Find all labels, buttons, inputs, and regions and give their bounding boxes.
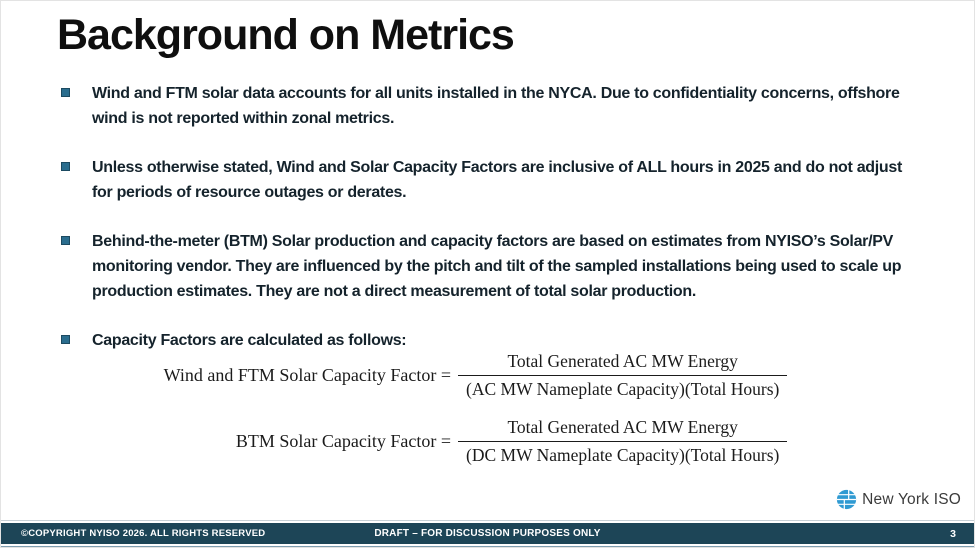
footer-accent-strip	[1, 546, 974, 547]
footer-page-number: 3	[950, 527, 956, 540]
slide-title: Background on Metrics	[57, 11, 515, 59]
square-bullet-icon	[61, 162, 70, 171]
bullet-item-wind-ftm-data: Wind and FTM solar data accounts for all…	[61, 81, 921, 131]
bullet-list: Wind and FTM solar data accounts for all…	[61, 81, 921, 377]
bullet-item-btm-solar: Behind-the-meter (BTM) Solar production …	[61, 229, 921, 304]
formula-label: Wind and FTM Solar Capacity Factor =	[163, 365, 451, 386]
nyiso-logo-text: New York ISO	[862, 490, 961, 508]
formula-numerator: Total Generated AC MW Energy	[507, 351, 738, 371]
formula-wind-ftm-solar: Wind and FTM Solar Capacity Factor = Tot…	[1, 351, 974, 401]
formula-denominator: (AC MW Nameplate Capacity)(Total Hours)	[458, 374, 788, 401]
footer-divider-line	[1, 520, 974, 521]
nyiso-logo: New York ISO	[836, 489, 961, 510]
square-bullet-icon	[61, 335, 70, 344]
formula-block: Wind and FTM Solar Capacity Factor = Tot…	[1, 351, 974, 483]
square-bullet-icon	[61, 236, 70, 245]
bullet-item-capacity-factor-formula-intro: Capacity Factors are calculated as follo…	[61, 328, 921, 353]
bullet-text: Wind and FTM solar data accounts for all…	[92, 85, 900, 127]
square-bullet-icon	[61, 88, 70, 97]
bullet-text: Unless otherwise stated, Wind and Solar …	[92, 159, 903, 201]
footer-bar: ©COPYRIGHT NYISO 2026. ALL RIGHTS RESERV…	[1, 523, 974, 544]
formula-denominator: (DC MW Nameplate Capacity)(Total Hours)	[458, 440, 788, 467]
formula-fraction: Total Generated AC MW Energy (AC MW Name…	[458, 351, 788, 401]
bullet-text: Behind-the-meter (BTM) Solar production …	[92, 233, 902, 300]
formula-btm-solar: BTM Solar Capacity Factor = Total Genera…	[1, 416, 974, 467]
nyiso-globe-icon	[836, 489, 857, 510]
formula-numerator: Total Generated AC MW Energy	[507, 416, 738, 437]
formula-fraction: Total Generated AC MW Energy (DC MW Name…	[458, 416, 788, 467]
footer-draft-notice: DRAFT – FOR DISCUSSION PURPOSES ONLY	[374, 528, 601, 539]
bullet-item-capacity-factor-hours: Unless otherwise stated, Wind and Solar …	[61, 155, 921, 205]
footer-copyright: ©COPYRIGHT NYISO 2026. ALL RIGHTS RESERV…	[21, 528, 266, 539]
bullet-text: Capacity Factors are calculated as follo…	[92, 332, 407, 349]
formula-label: BTM Solar Capacity Factor =	[235, 431, 451, 452]
